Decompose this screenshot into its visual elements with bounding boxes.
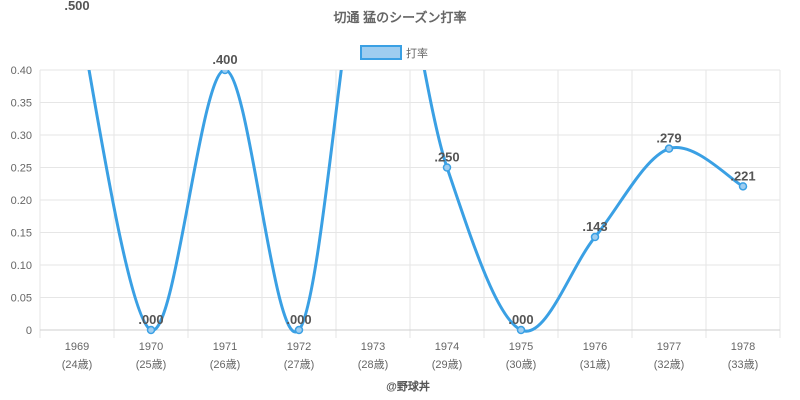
- data-label: .279: [656, 131, 681, 146]
- data-label: .250: [434, 150, 459, 165]
- y-tick-label: 0.30: [11, 130, 32, 142]
- credit-text: @野球丼: [386, 379, 430, 393]
- x-tick-age: (31歳): [580, 358, 611, 371]
- data-labels: .500 .000 .400 .000 .250 .000 .143 .279 .221: [64, 0, 755, 327]
- x-tick-age: (30歳): [506, 358, 537, 371]
- data-point[interactable]: [664, 144, 674, 153]
- y-axis-ticks: 0 0.05 0.10 0.15 0.20 0.25 0.30 0.35 0.40: [11, 65, 32, 337]
- legend[interactable]: 打率: [360, 45, 428, 60]
- data-label: .500: [64, 0, 89, 13]
- data-point[interactable]: [220, 67, 230, 75]
- data-point[interactable]: [442, 163, 452, 172]
- data-point[interactable]: [590, 232, 600, 242]
- x-tick-year: 1977: [657, 341, 681, 353]
- x-tick-age: (33歳): [728, 358, 759, 371]
- y-tick-label: 0.10: [11, 260, 32, 272]
- x-tick-age: (25歳): [136, 358, 167, 371]
- x-tick-year: 1973: [361, 341, 385, 353]
- legend-swatch: [360, 45, 402, 60]
- y-tick-label: 0.40: [11, 65, 32, 77]
- y-tick-label: 0.25: [11, 163, 32, 175]
- x-tick-age: (26歳): [210, 358, 241, 371]
- data-point[interactable]: [294, 325, 304, 335]
- data-label: .221: [730, 168, 755, 183]
- y-tick-label: 0.15: [11, 228, 32, 240]
- x-tick-age: (24歳): [62, 358, 93, 371]
- x-tick-age: (32歳): [654, 358, 685, 371]
- y-tick-label: 0.05: [11, 293, 32, 305]
- legend-label: 打率: [406, 46, 428, 60]
- x-tick-year: 1971: [213, 341, 237, 353]
- series-line-batting-average: [87, 70, 744, 334]
- x-tick-age: (28歳): [358, 358, 389, 371]
- data-point[interactable]: [738, 182, 748, 191]
- y-tick-label: 0.20: [11, 195, 32, 207]
- data-points: [146, 67, 748, 335]
- x-tick-year: 1970: [139, 341, 163, 353]
- data-point[interactable]: [146, 325, 156, 335]
- x-tick-year: 1976: [583, 341, 607, 353]
- x-tick-age: (29歳): [432, 358, 463, 371]
- data-label: .143: [582, 219, 607, 234]
- x-tick-year: 1978: [731, 341, 755, 353]
- data-label: .400: [212, 52, 237, 67]
- x-tick-age: (27歳): [284, 358, 315, 371]
- data-label: .000: [286, 312, 311, 327]
- chart-title: 切通 猛のシーズン打率: [334, 10, 467, 25]
- y-tick-label: 0.35: [11, 98, 32, 110]
- x-tick-year: 1974: [435, 341, 459, 353]
- x-tick-year: 1972: [287, 341, 311, 353]
- data-label: .000: [138, 312, 163, 327]
- grid: [39, 69, 781, 338]
- x-tick-year: 1969: [65, 341, 89, 353]
- y-tick-label: 0: [26, 325, 32, 337]
- x-axis-ticks: 1969 (24歳) 1970 (25歳) 1971 (26歳) 1972 (27歳) 1973…: [62, 341, 759, 371]
- x-tick-year: 1975: [509, 341, 533, 353]
- data-point[interactable]: [516, 325, 526, 335]
- data-label: .000: [508, 312, 533, 327]
